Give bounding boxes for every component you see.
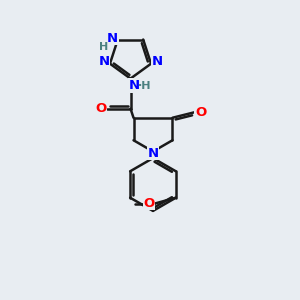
Text: N: N — [152, 56, 163, 68]
Text: H: H — [99, 42, 108, 52]
Text: N: N — [128, 79, 140, 92]
Text: O: O — [143, 196, 154, 210]
Text: N: N — [147, 146, 159, 160]
Text: N: N — [98, 56, 110, 68]
Text: O: O — [195, 106, 206, 119]
Text: ·H: ·H — [137, 81, 151, 92]
Text: O: O — [95, 102, 106, 115]
Text: N: N — [107, 32, 118, 45]
